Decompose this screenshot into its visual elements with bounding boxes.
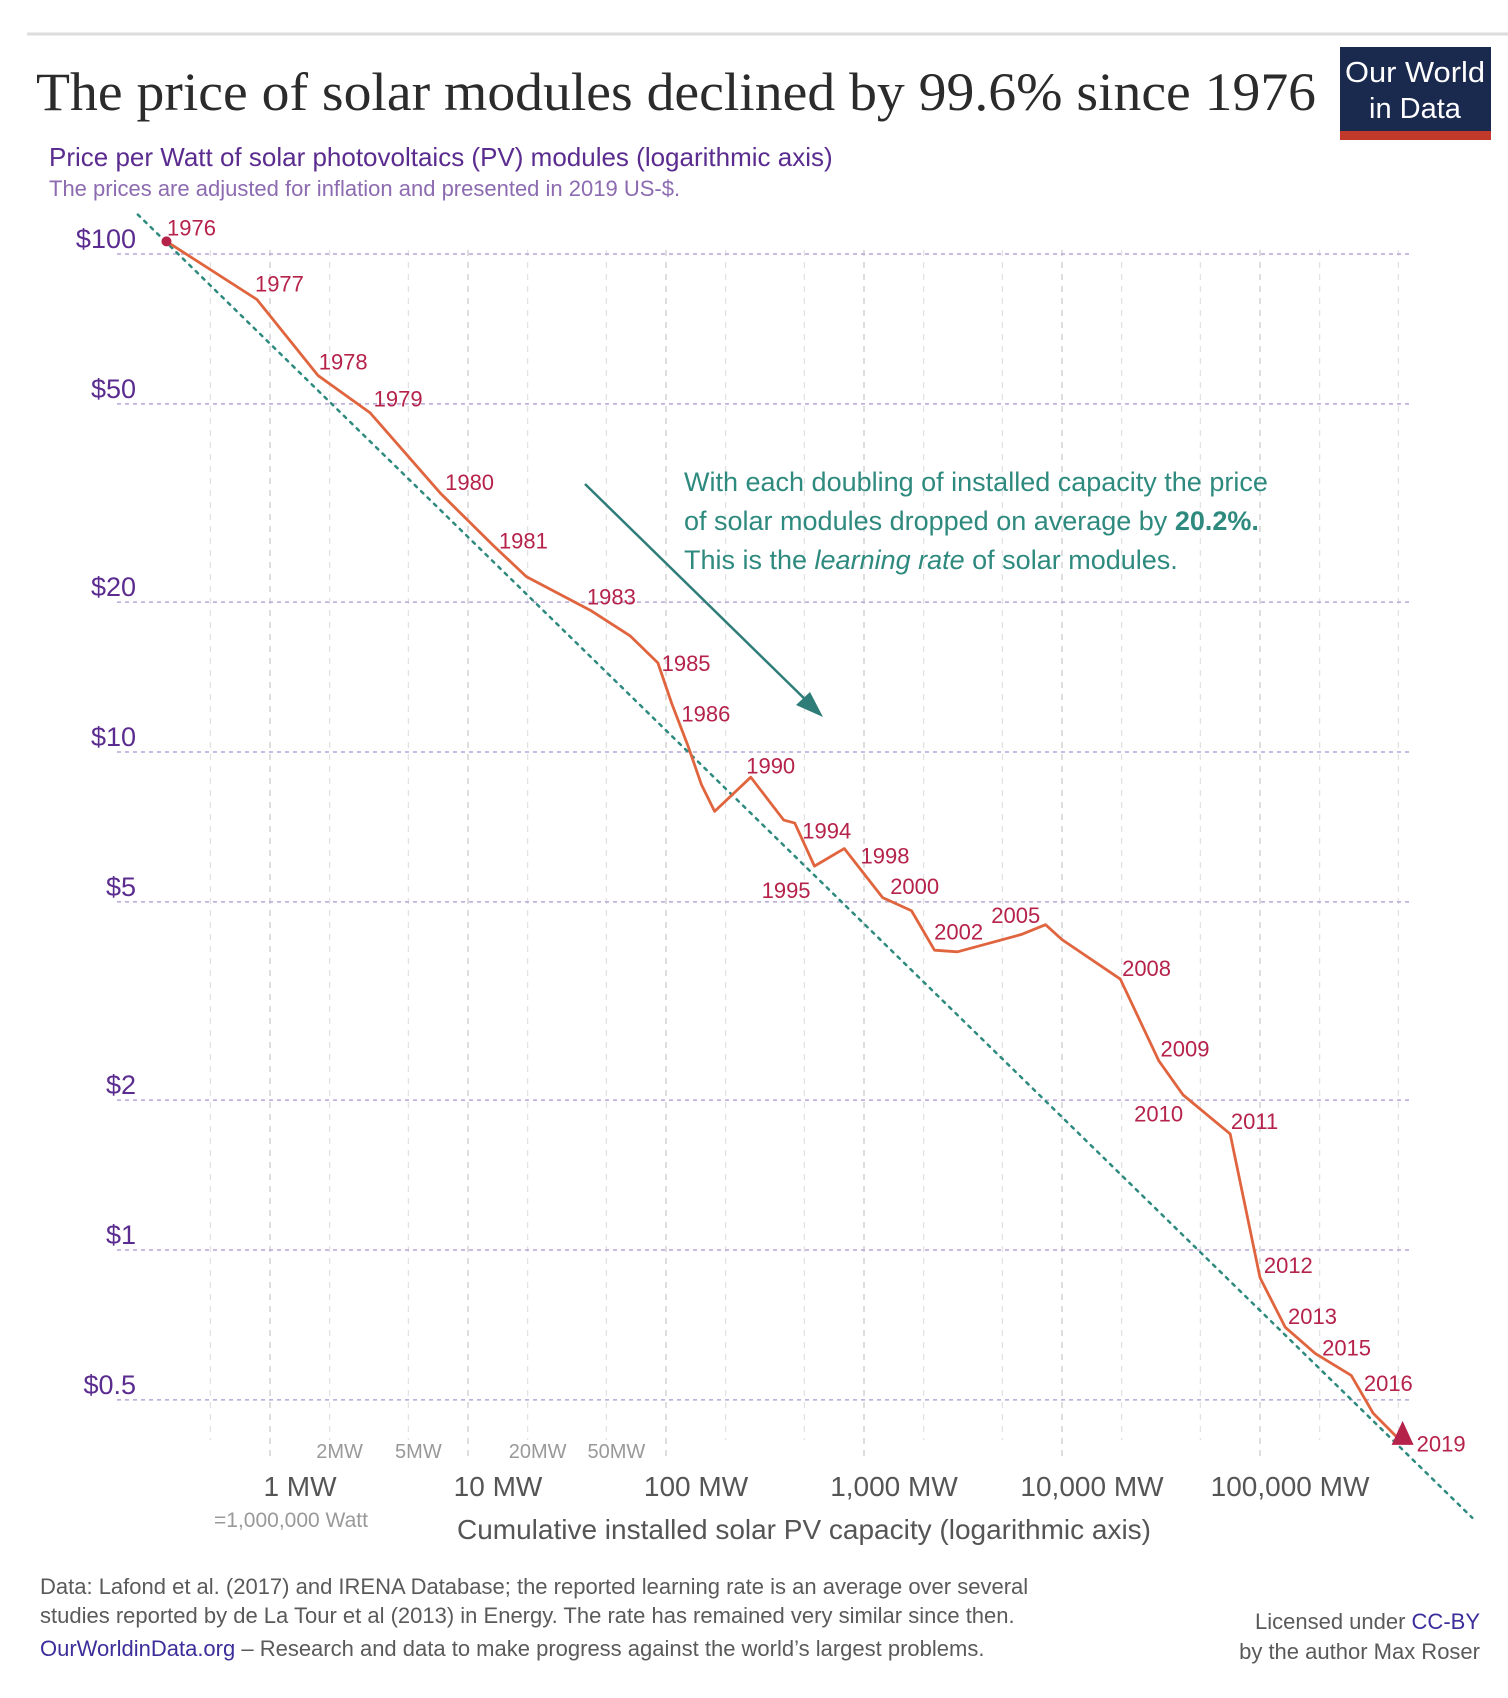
year-label: 1977 [255, 272, 304, 297]
year-label: 2012 [1264, 1253, 1313, 1278]
start-point-marker [161, 236, 172, 247]
year-label: 1986 [681, 702, 730, 727]
year-label: 2002 [934, 919, 983, 944]
year-label: 1995 [762, 878, 811, 903]
year-label: 2005 [991, 903, 1040, 928]
y-tick-label: $100 [76, 224, 136, 254]
year-label: 1979 [374, 387, 423, 412]
year-label: 1998 [861, 844, 910, 869]
y-tick-label: $20 [91, 572, 136, 602]
logo-background [1340, 47, 1491, 140]
cc-by-link[interactable]: CC-BY [1412, 1609, 1481, 1634]
footer-source-1: Data: Lafond et al. (2017) and IRENA Dat… [40, 1574, 1028, 1599]
year-label: 2016 [1364, 1371, 1413, 1396]
owid-link[interactable]: OurWorldinData.org [40, 1636, 235, 1661]
y-tick-label: $5 [106, 872, 136, 902]
license-text: Licensed under CC-BY [1255, 1609, 1480, 1634]
chart-subtitle-note: The prices are adjusted for inflation an… [49, 176, 680, 201]
footer: Data: Lafond et al. (2017) and IRENA Dat… [40, 1574, 1480, 1664]
x-tick-label: 10 MW [454, 1471, 543, 1502]
owid-logo[interactable]: Our World in Data [1340, 47, 1491, 140]
x-axis-note: =1,000,000 Watt [214, 1509, 368, 1532]
y-tick-label: $50 [91, 374, 136, 404]
x-minor-tick-label: 20MW [509, 1441, 567, 1463]
x-tick-label: 1,000 MW [830, 1471, 958, 1502]
year-label: 2015 [1322, 1335, 1371, 1360]
annotation-line-3: This is the learning rate of solar modul… [684, 545, 1178, 575]
year-label: 1983 [587, 585, 636, 610]
year-label: 2011 [1231, 1109, 1278, 1134]
year-label: 1994 [802, 819, 851, 844]
grid [117, 250, 1409, 1462]
price-line [165, 240, 1404, 1444]
annotation: With each doubling of installed capacity… [584, 467, 1268, 717]
y-tick-label: $1 [106, 1220, 136, 1250]
annotation-arrow [584, 483, 816, 710]
year-label: 1990 [746, 754, 795, 779]
y-tick-label: $0.5 [83, 1370, 136, 1400]
logo-accent [1340, 131, 1491, 140]
y-tick-label: $10 [91, 722, 136, 752]
x-axis-title: Cumulative installed solar PV capacity (… [457, 1514, 1151, 1545]
year-label: 2008 [1122, 956, 1171, 981]
y-tick-label: $2 [106, 1070, 136, 1100]
chart-title: The price of solar modules declined by 9… [36, 62, 1316, 122]
year-label: 2000 [890, 874, 939, 899]
year-label: 2009 [1161, 1036, 1210, 1061]
year-label: 1978 [319, 350, 368, 375]
x-tick-label: 10,000 MW [1020, 1471, 1164, 1502]
year-label: 1980 [445, 470, 494, 495]
logo-text-2: in Data [1369, 93, 1462, 125]
footer-line-3: OurWorldinData.org – Research and data t… [40, 1636, 984, 1661]
price-series [161, 236, 1414, 1445]
x-minor-tick-label: 5MW [395, 1441, 442, 1463]
footer-source-2: studies reported by de La Tour et al (20… [40, 1603, 1015, 1628]
logo-text-1: Our World [1345, 57, 1485, 89]
year-label: 2019 [1417, 1432, 1466, 1457]
year-label: 2013 [1288, 1304, 1337, 1329]
x-tick-label: 100,000 MW [1211, 1471, 1370, 1502]
year-label: 1985 [662, 651, 711, 676]
x-tick-label: 1 MW [263, 1471, 337, 1502]
x-tick-label: 100 MW [644, 1471, 749, 1502]
year-label: 1976 [167, 215, 216, 240]
year-label: 1981 [499, 528, 548, 553]
arrow-head-icon [796, 692, 823, 717]
annotation-line-1: With each doubling of installed capacity… [684, 467, 1268, 497]
x-minor-tick-label: 2MW [316, 1441, 363, 1463]
year-label: 2010 [1134, 1101, 1183, 1126]
author-text: by the author Max Roser [1239, 1639, 1480, 1664]
axis-ticks: $100 $50 $20 $10 $5 $2 $1 $0.5 1 MW 10 MW 100 MW 1,… [76, 224, 1370, 1502]
annotation-line-2: of solar modules dropped on average by 2… [684, 506, 1259, 536]
x-minor-tick-label: 50MW [587, 1441, 645, 1463]
end-arrow-icon [1391, 1420, 1414, 1445]
chart-subtitle: Price per Watt of solar photovoltaics (P… [49, 142, 833, 172]
